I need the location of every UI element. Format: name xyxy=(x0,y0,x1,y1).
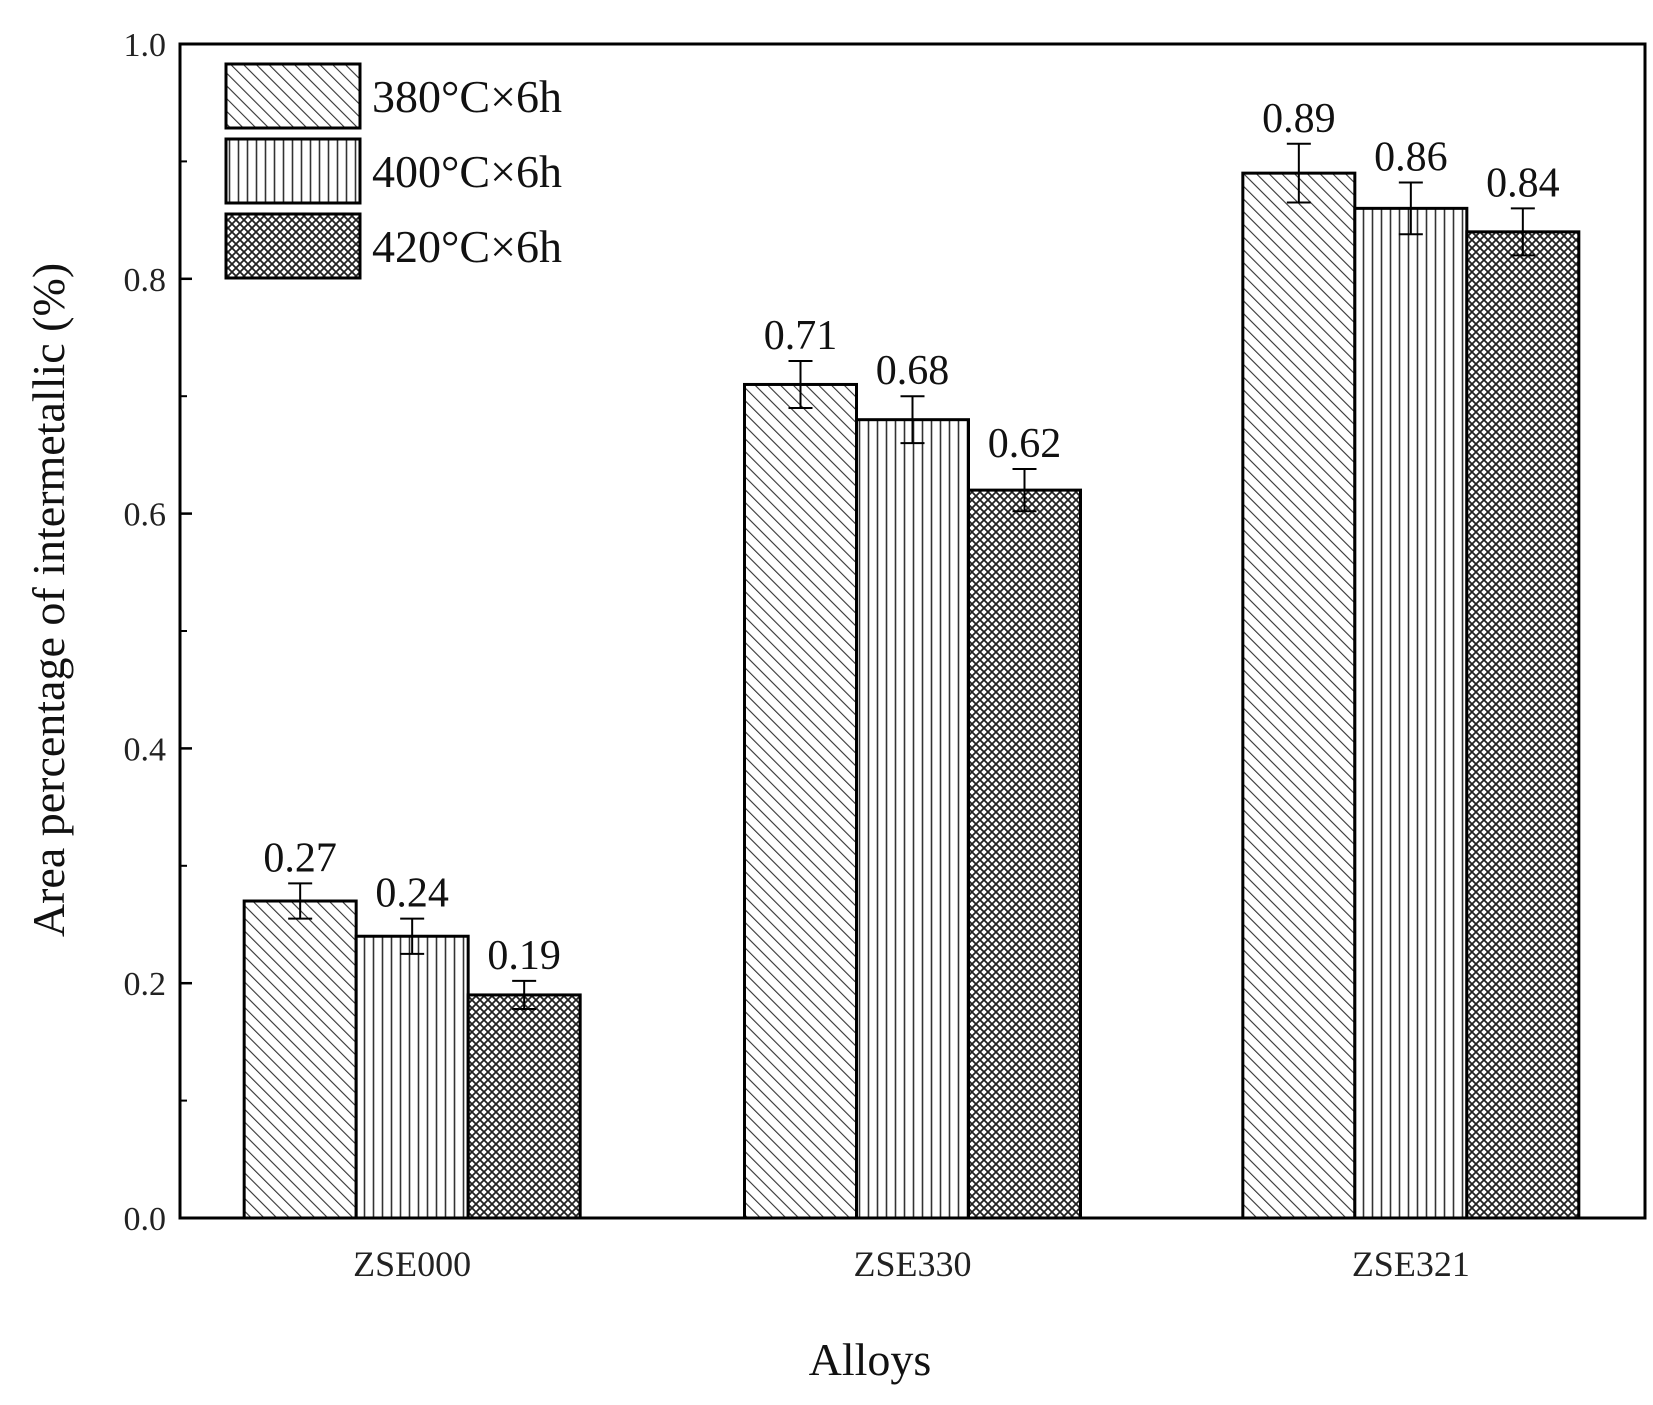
data-label: 0.19 xyxy=(487,933,561,979)
y-tick-label: 0.0 xyxy=(124,1201,167,1238)
bar xyxy=(242,899,358,1220)
bar xyxy=(466,993,582,1220)
bar xyxy=(967,488,1082,1220)
data-label: 0.27 xyxy=(263,835,337,881)
legend-swatch xyxy=(224,137,362,205)
legend-swatch xyxy=(224,212,362,280)
data-label: 0.62 xyxy=(988,421,1062,467)
y-tick-label: 1.0 xyxy=(124,27,167,64)
bar xyxy=(855,418,970,1220)
y-tick-label: 0.8 xyxy=(124,262,167,299)
legend-label: 380°C×6h xyxy=(372,71,562,122)
x-tick-label: ZSE330 xyxy=(853,1244,971,1284)
data-label: 0.24 xyxy=(375,871,449,917)
x-tick-label: ZSE000 xyxy=(353,1244,471,1284)
data-label: 0.89 xyxy=(1262,96,1336,142)
y-tick-label: 0.4 xyxy=(124,731,167,768)
x-axis-title: Alloys xyxy=(809,1334,932,1385)
data-label: 0.86 xyxy=(1374,135,1448,181)
data-label: 0.71 xyxy=(764,313,838,359)
bar xyxy=(743,382,858,1220)
x-tick-label: ZSE321 xyxy=(1352,1244,1470,1284)
legend-label: 420°C×6h xyxy=(372,221,562,272)
bar xyxy=(354,934,470,1220)
bar xyxy=(1353,206,1469,1220)
legend-label: 400°C×6h xyxy=(372,146,562,197)
bar xyxy=(1465,230,1581,1220)
bar xyxy=(1241,171,1357,1220)
data-label: 0.84 xyxy=(1486,160,1560,206)
y-tick-label: 0.2 xyxy=(124,966,167,1003)
y-tick-label: 0.6 xyxy=(124,497,167,534)
legend-swatch xyxy=(224,62,362,130)
data-label: 0.68 xyxy=(876,348,950,394)
y-axis-title: Area percentage of intermetallic (%) xyxy=(23,263,74,937)
